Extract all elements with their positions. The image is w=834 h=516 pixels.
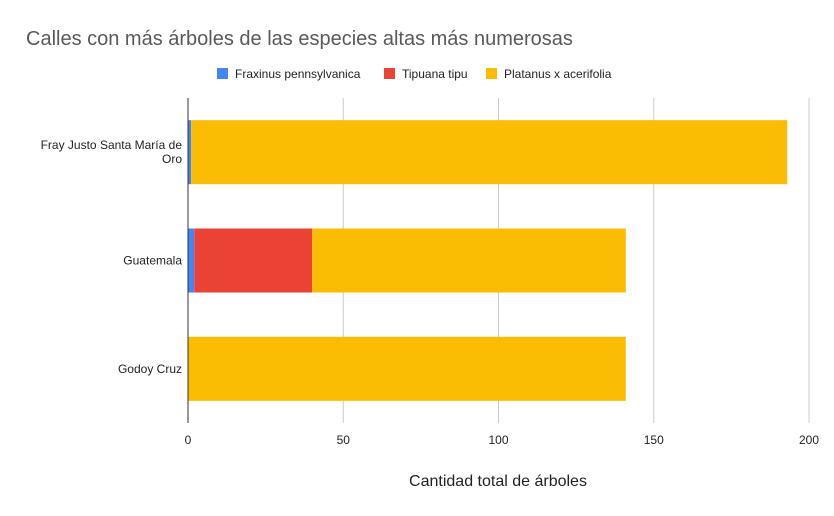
y-category-label: Fray Justo Santa María de Oro: [41, 138, 183, 166]
x-tick-label: 0: [185, 433, 192, 447]
y-tick-labels: Fray Justo Santa María de Oro Guatemala God…: [41, 138, 183, 376]
bar-segment: [188, 120, 192, 185]
bar-segment: [188, 336, 626, 401]
legend-item: Fraxinus pennsylvanica: [217, 67, 361, 81]
legend-swatch: [486, 68, 497, 79]
chart-title: Calles con más árboles de las especies a…: [26, 28, 573, 50]
legend: Fraxinus pennsylvanica Tipuana tipu Platan…: [217, 67, 612, 81]
legend-label: Platanus x acerifolia: [504, 67, 612, 81]
x-tick-labels: 0 50 100 150 200: [185, 433, 820, 447]
y-category-label: Godoy Cruz: [118, 362, 182, 376]
bar-segment: [312, 228, 626, 293]
bar-segment: [191, 120, 788, 185]
legend-label: Tipuana tipu: [402, 67, 468, 81]
legend-item: Tipuana tipu: [384, 67, 468, 81]
x-tick-label: 100: [488, 433, 508, 447]
x-tick-label: 50: [337, 433, 351, 447]
bar-segment: [188, 228, 195, 293]
legend-label: Fraxinus pennsylvanica: [235, 67, 361, 81]
legend-swatch: [384, 68, 395, 79]
legend-item: Platanus x acerifolia: [486, 67, 612, 81]
y-category-label: Guatemala: [123, 254, 182, 268]
bars: [188, 120, 788, 401]
x-tick-label: 150: [644, 433, 664, 447]
x-axis-title: Cantidad total de árboles: [409, 473, 587, 490]
bar-segment: [194, 228, 313, 293]
x-tick-label: 200: [799, 433, 819, 447]
legend-swatch: [217, 68, 228, 79]
